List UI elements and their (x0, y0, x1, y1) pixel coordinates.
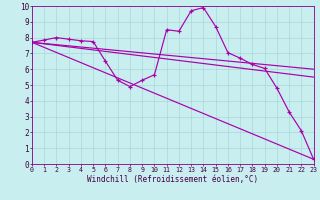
X-axis label: Windchill (Refroidissement éolien,°C): Windchill (Refroidissement éolien,°C) (87, 175, 258, 184)
